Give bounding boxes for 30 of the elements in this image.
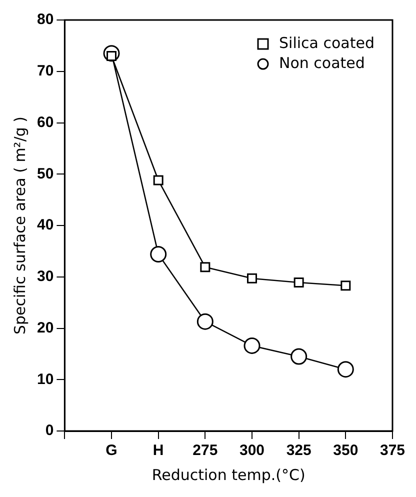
x-tick-label: 300: [239, 442, 265, 460]
point: [196, 313, 214, 330]
y-tick-label: 30: [36, 268, 54, 286]
legend-label: Non coated: [279, 54, 365, 72]
y-tick-label: 80: [36, 11, 54, 28]
point: [247, 273, 257, 284]
x-tick-label: H: [152, 442, 164, 460]
x-tick-label: G: [106, 442, 118, 460]
y-tick-label: 60: [36, 114, 54, 131]
point: [290, 348, 308, 365]
point: [150, 246, 167, 263]
y-tick-label: 0: [45, 422, 54, 440]
x-axis-title: Reduction temp.(°C): [152, 466, 306, 484]
point: [340, 280, 351, 291]
legend-label: Silica coated: [279, 34, 374, 52]
y-tick-label: 20: [36, 319, 54, 336]
point: [244, 337, 260, 354]
y-tick-label: 40: [36, 216, 54, 234]
y-axis-title: Specific surface area ( m²/g ): [10, 116, 29, 335]
x-tick-label: 325: [286, 442, 312, 460]
y-tick-label: 70: [36, 62, 54, 80]
y-tick-label: 50: [36, 165, 54, 182]
x-tick-label: 375: [380, 442, 405, 460]
point: [294, 278, 304, 288]
point: [337, 361, 354, 378]
point: [200, 262, 210, 272]
x-tick-label: 275: [192, 442, 218, 460]
x-tick-label: 350: [333, 442, 358, 460]
point: [153, 175, 164, 186]
y-tick-label: 10: [36, 370, 54, 388]
